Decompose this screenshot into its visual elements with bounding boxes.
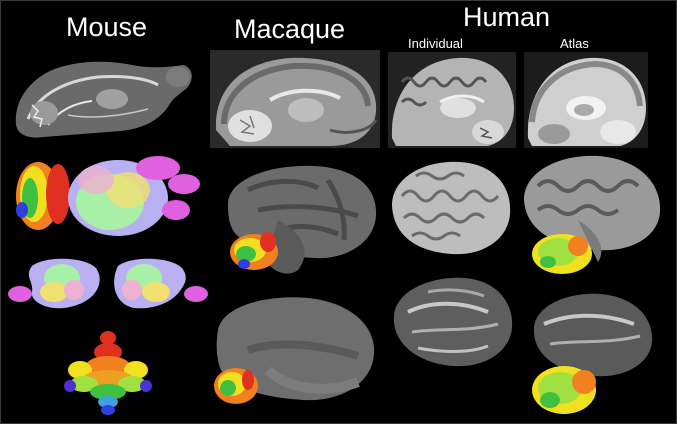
macaque-mri-image [210,50,380,148]
human-individual-surface [386,156,516,260]
macaque-header: Macaque [234,14,346,44]
human-atlas-surface [518,150,668,278]
macaque-inflated-surface [208,290,380,418]
individual-subheader: Individual [408,36,463,51]
mouse-atlas-3d [8,150,208,245]
mouse-flatmap [4,252,210,312]
mouse-mri-image [8,55,196,143]
human-individual-inflated [388,272,516,372]
human-individual-mri [388,52,516,148]
human-header: Human [463,2,551,32]
human-atlas-mri [524,52,648,148]
human-atlas-inflated [524,288,664,418]
mouse-cerebellum-flatmap [58,328,158,416]
macaque-cortex-surface [218,160,384,280]
atlas-subheader: Atlas [560,36,589,51]
mouse-header: Mouse [66,12,148,42]
